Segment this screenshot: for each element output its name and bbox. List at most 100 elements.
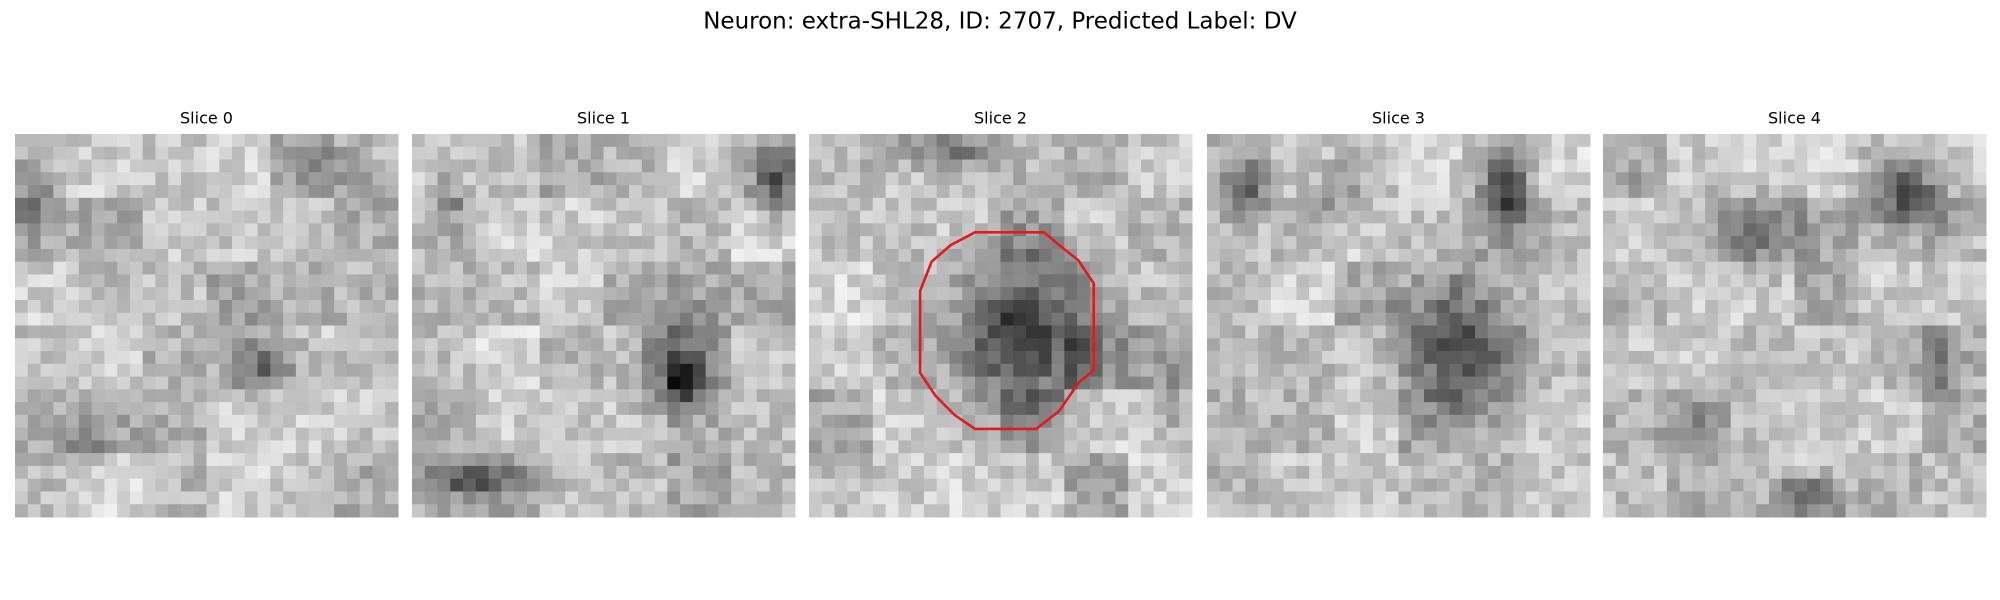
pixel bbox=[1883, 312, 1898, 326]
pixel bbox=[450, 274, 464, 288]
pixel bbox=[1026, 287, 1040, 301]
pixel bbox=[1526, 478, 1540, 492]
pixel bbox=[1334, 414, 1348, 429]
pixel bbox=[1666, 478, 1681, 492]
pixel bbox=[1475, 197, 1489, 212]
pixel bbox=[782, 325, 796, 339]
pixel bbox=[769, 248, 783, 263]
pixel bbox=[1794, 491, 1808, 505]
pixel bbox=[1666, 172, 1681, 186]
pixel bbox=[1102, 146, 1116, 161]
pixel bbox=[1705, 325, 1719, 339]
pixel bbox=[1564, 312, 1578, 326]
pixel bbox=[475, 261, 490, 275]
pixel bbox=[104, 236, 118, 250]
pixel bbox=[450, 491, 464, 505]
pixel bbox=[526, 440, 541, 454]
pixel bbox=[1781, 465, 1795, 480]
pixel bbox=[1449, 376, 1463, 390]
pixel bbox=[283, 223, 297, 237]
pixel bbox=[1947, 427, 1961, 441]
pixel bbox=[1258, 134, 1272, 148]
pixel bbox=[346, 159, 361, 173]
pixel bbox=[1258, 325, 1272, 339]
pixel bbox=[308, 223, 322, 237]
pixel bbox=[1679, 491, 1693, 505]
pixel bbox=[334, 351, 348, 365]
pixel bbox=[911, 504, 925, 518]
pixel bbox=[1973, 376, 1987, 390]
pixel bbox=[40, 338, 54, 352]
pixel bbox=[667, 210, 681, 224]
pixel bbox=[155, 274, 169, 288]
pixel bbox=[514, 197, 528, 212]
pixel bbox=[321, 261, 335, 275]
pixel bbox=[809, 389, 823, 403]
pixel bbox=[53, 402, 67, 416]
pixel bbox=[641, 185, 656, 199]
pixel bbox=[1845, 427, 1859, 441]
pixel bbox=[1089, 465, 1104, 480]
pixel bbox=[898, 185, 912, 199]
pixel bbox=[334, 440, 348, 454]
pixel bbox=[1641, 236, 1655, 250]
pixel bbox=[680, 172, 694, 186]
pixel bbox=[475, 351, 490, 365]
pixel bbox=[1832, 376, 1847, 390]
pixel bbox=[1858, 185, 1872, 199]
pixel bbox=[66, 325, 80, 339]
pixel bbox=[1077, 159, 1091, 173]
pixel bbox=[1334, 248, 1348, 263]
pixel bbox=[911, 274, 925, 288]
pixel bbox=[463, 338, 477, 352]
pixel bbox=[847, 453, 861, 467]
pixel bbox=[1756, 363, 1770, 378]
pixel bbox=[1321, 440, 1336, 454]
pixel bbox=[667, 325, 681, 339]
pixel bbox=[1909, 465, 1923, 480]
pixel bbox=[1360, 389, 1374, 403]
pixel bbox=[1385, 248, 1399, 263]
pixel bbox=[526, 478, 541, 492]
pixel bbox=[782, 465, 796, 480]
pixel bbox=[475, 185, 490, 199]
pixel bbox=[756, 274, 770, 288]
pixel bbox=[756, 261, 770, 275]
pixel bbox=[872, 376, 887, 390]
pixel bbox=[1654, 197, 1668, 212]
pixel bbox=[756, 287, 770, 301]
pixel bbox=[782, 478, 796, 492]
pixel bbox=[1026, 363, 1040, 378]
pixel bbox=[104, 491, 118, 505]
pixel bbox=[1283, 172, 1297, 186]
pixel bbox=[1820, 261, 1834, 275]
pixel bbox=[1077, 134, 1091, 148]
pixel bbox=[1500, 465, 1514, 480]
pixel bbox=[1768, 210, 1783, 224]
pixel bbox=[860, 185, 874, 199]
pixel bbox=[1564, 414, 1578, 429]
pixel bbox=[1385, 146, 1399, 161]
pixel bbox=[168, 389, 182, 403]
pixel bbox=[1832, 299, 1847, 314]
pixel bbox=[692, 299, 707, 314]
pixel bbox=[321, 491, 335, 505]
pixel bbox=[1000, 299, 1014, 314]
pixel bbox=[1334, 389, 1348, 403]
pixel bbox=[206, 491, 220, 505]
pixel bbox=[1603, 146, 1617, 161]
pixel bbox=[1845, 376, 1859, 390]
pixel bbox=[1475, 223, 1489, 237]
pixel bbox=[1219, 414, 1234, 429]
pixel bbox=[295, 363, 310, 378]
pixel bbox=[424, 376, 439, 390]
pixel bbox=[1000, 389, 1014, 403]
pixel bbox=[1641, 312, 1655, 326]
pixel bbox=[1679, 299, 1693, 314]
pixel bbox=[641, 299, 656, 314]
pixel bbox=[1321, 159, 1336, 173]
pixel bbox=[104, 376, 118, 390]
pixel bbox=[1781, 389, 1795, 403]
pixel bbox=[1051, 261, 1065, 275]
pixel bbox=[1500, 402, 1514, 416]
